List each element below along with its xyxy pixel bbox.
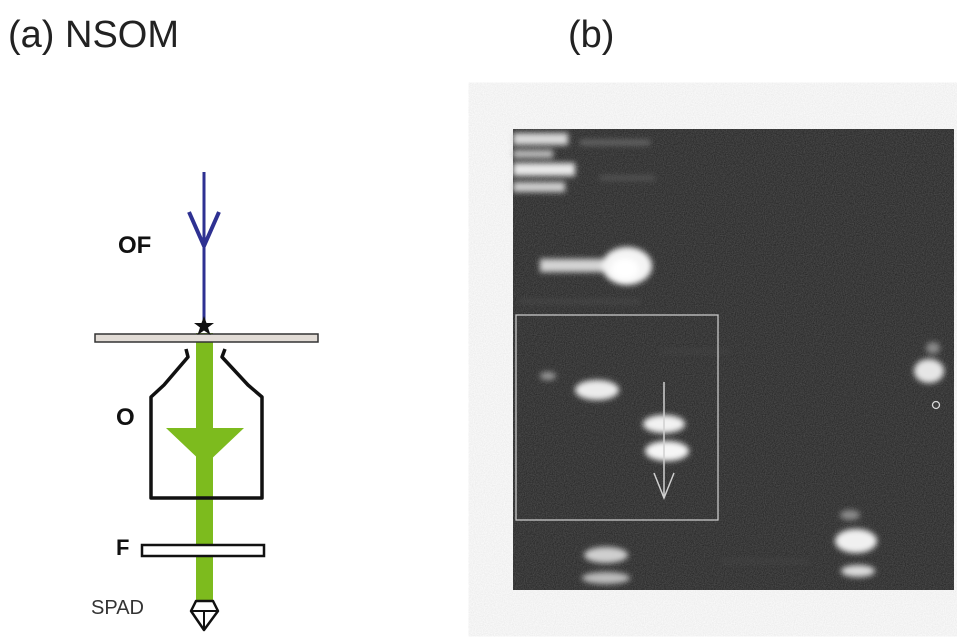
- panel-a-title: (a) NSOM: [8, 14, 179, 56]
- marker-dot: [931, 400, 941, 410]
- diode-icon: [189, 599, 220, 632]
- filter: [140, 543, 266, 558]
- scan-arrow-head: [653, 472, 675, 501]
- fluorescence-image: [513, 129, 954, 590]
- objective-lens: [149, 348, 264, 500]
- detector-label: SPAD: [91, 597, 144, 619]
- down-arrow-icon: [187, 211, 221, 248]
- sample-slide: [94, 333, 319, 343]
- emission-beam: [196, 333, 213, 608]
- emission-arrow: [166, 428, 244, 465]
- panel-b-title: (b): [568, 14, 615, 56]
- filter-label: F: [116, 535, 130, 560]
- objective-label: O: [116, 404, 135, 431]
- star-icon: [194, 316, 214, 335]
- optical-fiber-label: OF: [118, 232, 152, 259]
- selection-box: [515, 314, 719, 521]
- nsom-schematic: [94, 172, 319, 632]
